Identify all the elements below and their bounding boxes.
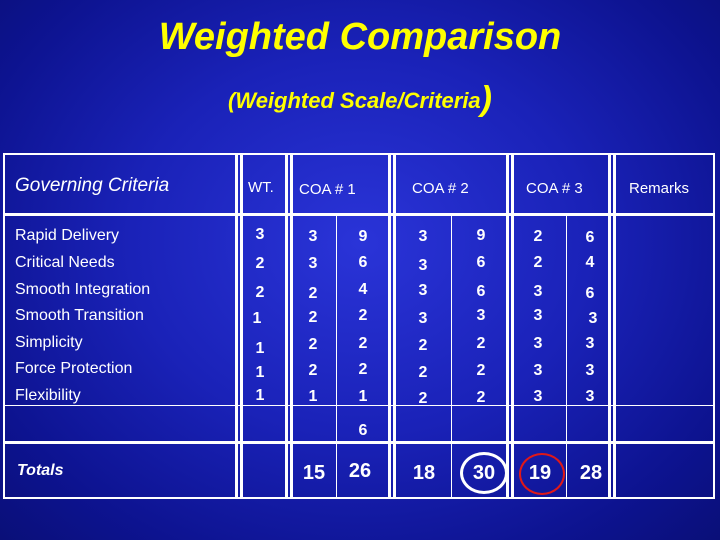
coa3-score: 2 [533,228,543,245]
coa1-weighted: 2 [358,307,368,324]
slide-subtitle: (Weighted Scale/Criteria) [0,80,720,119]
weight-value: 1 [255,364,265,381]
comparison-table: Governing Criteria WT. COA # 1 COA # 2 C… [3,153,715,499]
col-divider-coa1 [388,155,391,497]
coa1-weighted-total: 26 [348,460,372,482]
coa1-weighted: 2 [358,335,368,352]
coa1-score: 2 [308,285,318,302]
criteria-label: Critical Needs [15,254,115,271]
subtitle-close-paren: ) [480,80,492,118]
coa3-score: 3 [533,335,543,352]
header-weight: WT. [248,179,274,196]
highlight-circle [460,452,508,494]
coa3-score: 3 [533,283,543,300]
weight-value: 2 [255,284,265,301]
coa3-score: 3 [533,388,543,405]
header-governing-criteria: Governing Criteria [15,175,170,196]
col-divider-coa3-2 [613,155,616,497]
header-coa1: COA # 1 [299,181,356,198]
coa1-weighted: 4 [358,281,368,298]
slide-title: Weighted Comparison [158,16,562,58]
coa3-subdivider [566,215,567,497]
header-coa3: COA # 3 [526,180,583,197]
col-divider-coa2-2 [511,155,514,497]
coa1-score: 1 [308,388,318,405]
coa2-weighted: 3 [476,307,486,324]
coa2-weighted: 2 [476,335,486,352]
coa1-score: 2 [308,336,318,353]
coa2-weighted: 6 [476,254,486,271]
coa2-score: 2 [418,390,428,407]
extra-row-divider [5,405,713,406]
coa3-weighted: 6 [585,229,595,246]
coa1-score-total: 15 [302,462,326,484]
weight-value: 3 [255,226,265,243]
criteria-label: Simplicity [15,334,83,351]
weight-value: 1 [255,340,265,357]
col-divider-wt [285,155,288,497]
col-divider-coa2 [506,155,509,497]
coa3-score: 3 [533,307,543,324]
col-divider-criteria-2 [240,155,243,497]
criteria-label: Smooth Integration [15,281,151,298]
coa2-weighted: 2 [476,389,486,406]
coa2-score: 3 [418,228,428,245]
coa1-subdivider [336,215,337,497]
criteria-label: Flexibility [15,387,81,404]
header-divider [5,213,713,216]
coa3-score: 2 [533,254,543,271]
criteria-label: Smooth Transition [15,307,144,324]
col-divider-coa3 [608,155,611,497]
coa2-score-total: 18 [412,462,436,484]
coa2-score: 2 [418,337,428,354]
coa1-weighted: 2 [358,361,368,378]
header-coa2: COA # 2 [412,180,469,197]
coa1-extra-value: 6 [358,422,368,439]
coa1-score: 3 [308,255,318,272]
coa3-weighted-total: 28 [579,462,603,484]
weight-value: 1 [255,387,265,404]
coa1-weighted: 1 [358,388,368,405]
coa3-score: 3 [533,362,543,379]
coa2-score: 3 [418,282,428,299]
coa1-score: 2 [308,309,318,326]
col-divider-coa1-2 [393,155,396,497]
coa2-weighted: 9 [476,227,486,244]
coa2-subdivider [451,215,452,497]
totals-label: Totals [17,462,64,479]
criteria-label: Rapid Delivery [15,227,120,244]
header-remarks: Remarks [629,180,690,197]
coa1-score: 3 [308,228,318,245]
coa2-weighted: 2 [476,362,486,379]
coa3-weighted: 3 [588,310,598,327]
coa2-weighted: 6 [476,283,486,300]
coa1-score: 2 [308,362,318,379]
coa3-weighted: 3 [585,362,595,379]
coa2-score: 3 [418,310,428,327]
col-divider-wt-2 [290,155,293,497]
coa3-weighted: 6 [585,285,595,302]
coa1-weighted: 6 [358,254,368,271]
col-divider-criteria [235,155,238,497]
coa2-score: 3 [418,257,428,274]
coa3-weighted: 3 [585,335,595,352]
weight-value: 1 [252,310,262,327]
criteria-label: Force Protection [15,360,133,377]
coa2-score: 2 [418,364,428,381]
coa1-weighted: 9 [358,228,368,245]
totals-divider [5,441,713,444]
coa3-weighted: 3 [585,388,595,405]
coa3-weighted: 4 [585,254,595,271]
subtitle-text: (Weighted Scale/Criteria [228,88,481,113]
weight-value: 2 [255,255,265,272]
highlight-circle-red [519,453,565,495]
